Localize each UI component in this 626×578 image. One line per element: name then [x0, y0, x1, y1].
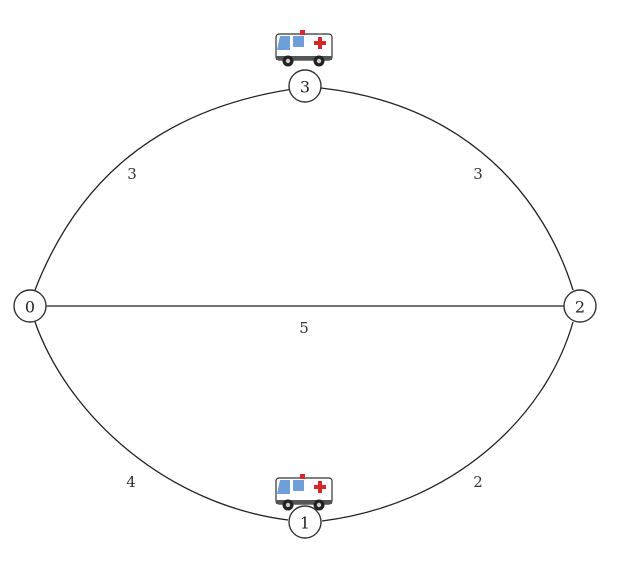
edge-weight-0-2: 5 [299, 319, 309, 337]
edge-1-2 [321, 321, 574, 522]
node-1: 1 [288, 505, 322, 539]
edge-weight-0-3: 3 [127, 165, 137, 183]
node-label-2: 2 [575, 298, 585, 317]
node-label-3: 3 [300, 78, 310, 97]
node-2: 2 [563, 289, 597, 323]
ambulance-icon [275, 474, 333, 511]
edge-weight-3-2: 3 [473, 165, 483, 183]
ambulance-icon [275, 30, 333, 67]
edge-weight-0-1: 4 [126, 473, 136, 491]
node-3: 3 [288, 69, 322, 103]
edge-weight-1-2: 2 [473, 473, 483, 491]
node-label-0: 0 [25, 298, 35, 317]
node-label-1: 1 [300, 514, 310, 533]
node-0: 0 [13, 289, 47, 323]
edge-0-3 [34, 87, 301, 291]
edge-3-2 [320, 87, 574, 291]
edge-0-1 [34, 321, 289, 521]
